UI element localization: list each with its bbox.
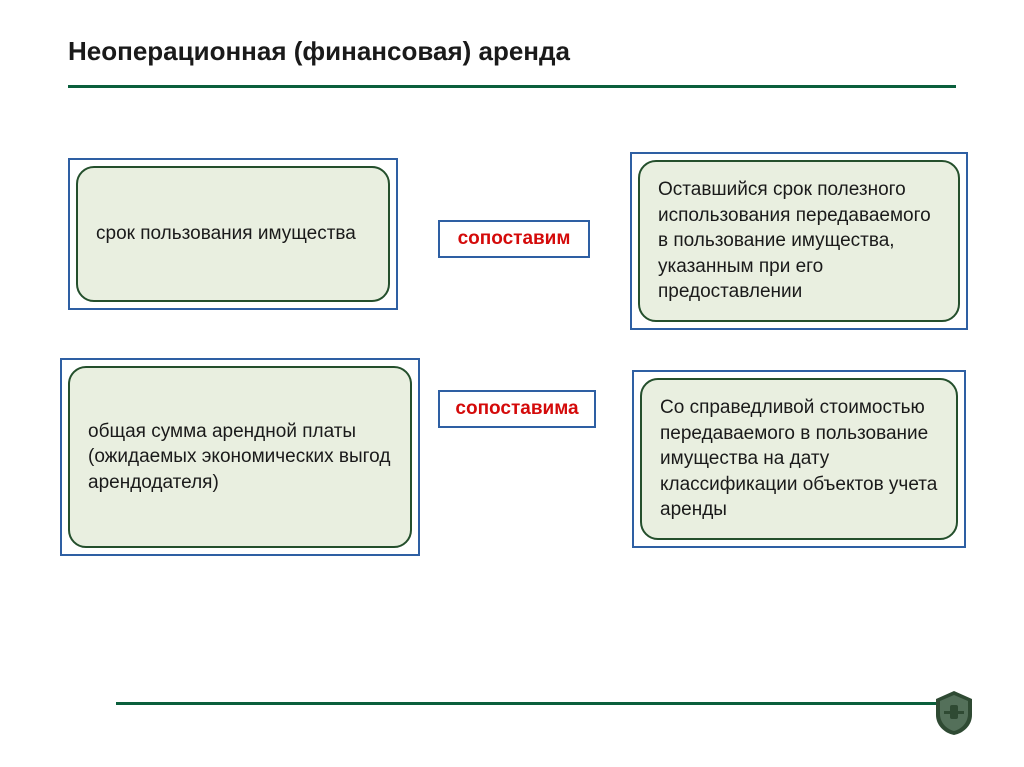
right-box-text: Оставшийся срок полезного использования … — [658, 177, 940, 305]
left-box-text: срок пользования имущества — [96, 221, 356, 247]
right-box-text: Со справедливой стоимостью передаваемого… — [660, 395, 938, 523]
diagram: срок пользования имущества сопоставим Ос… — [68, 158, 956, 578]
left-box-text: общая сумма арендной платы (ожидаемых эк… — [88, 419, 392, 496]
emblem-icon — [932, 689, 976, 737]
slide-title: Неоперационная (финансовая) аренда — [68, 36, 956, 67]
bottom-divider — [116, 702, 944, 705]
right-box-inner: Оставшийся срок полезного использования … — [638, 160, 960, 322]
top-divider — [68, 85, 956, 88]
left-box-inner: общая сумма арендной платы (ожидаемых эк… — [68, 366, 412, 548]
diagram-row: общая сумма арендной платы (ожидаемых эк… — [68, 358, 956, 578]
right-box: Оставшийся срок полезного использования … — [630, 152, 968, 330]
slide: Неоперационная (финансовая) аренда срок … — [0, 0, 1024, 767]
connector-label: сопоставим — [438, 220, 590, 258]
diagram-row: срок пользования имущества сопоставим Ос… — [68, 158, 956, 358]
right-box-inner: Со справедливой стоимостью передаваемого… — [640, 378, 958, 540]
left-box-inner: срок пользования имущества — [76, 166, 390, 302]
connector-label: сопоставима — [438, 390, 596, 428]
right-box: Со справедливой стоимостью передаваемого… — [632, 370, 966, 548]
left-box: общая сумма арендной платы (ожидаемых эк… — [60, 358, 420, 556]
left-box: срок пользования имущества — [68, 158, 398, 310]
